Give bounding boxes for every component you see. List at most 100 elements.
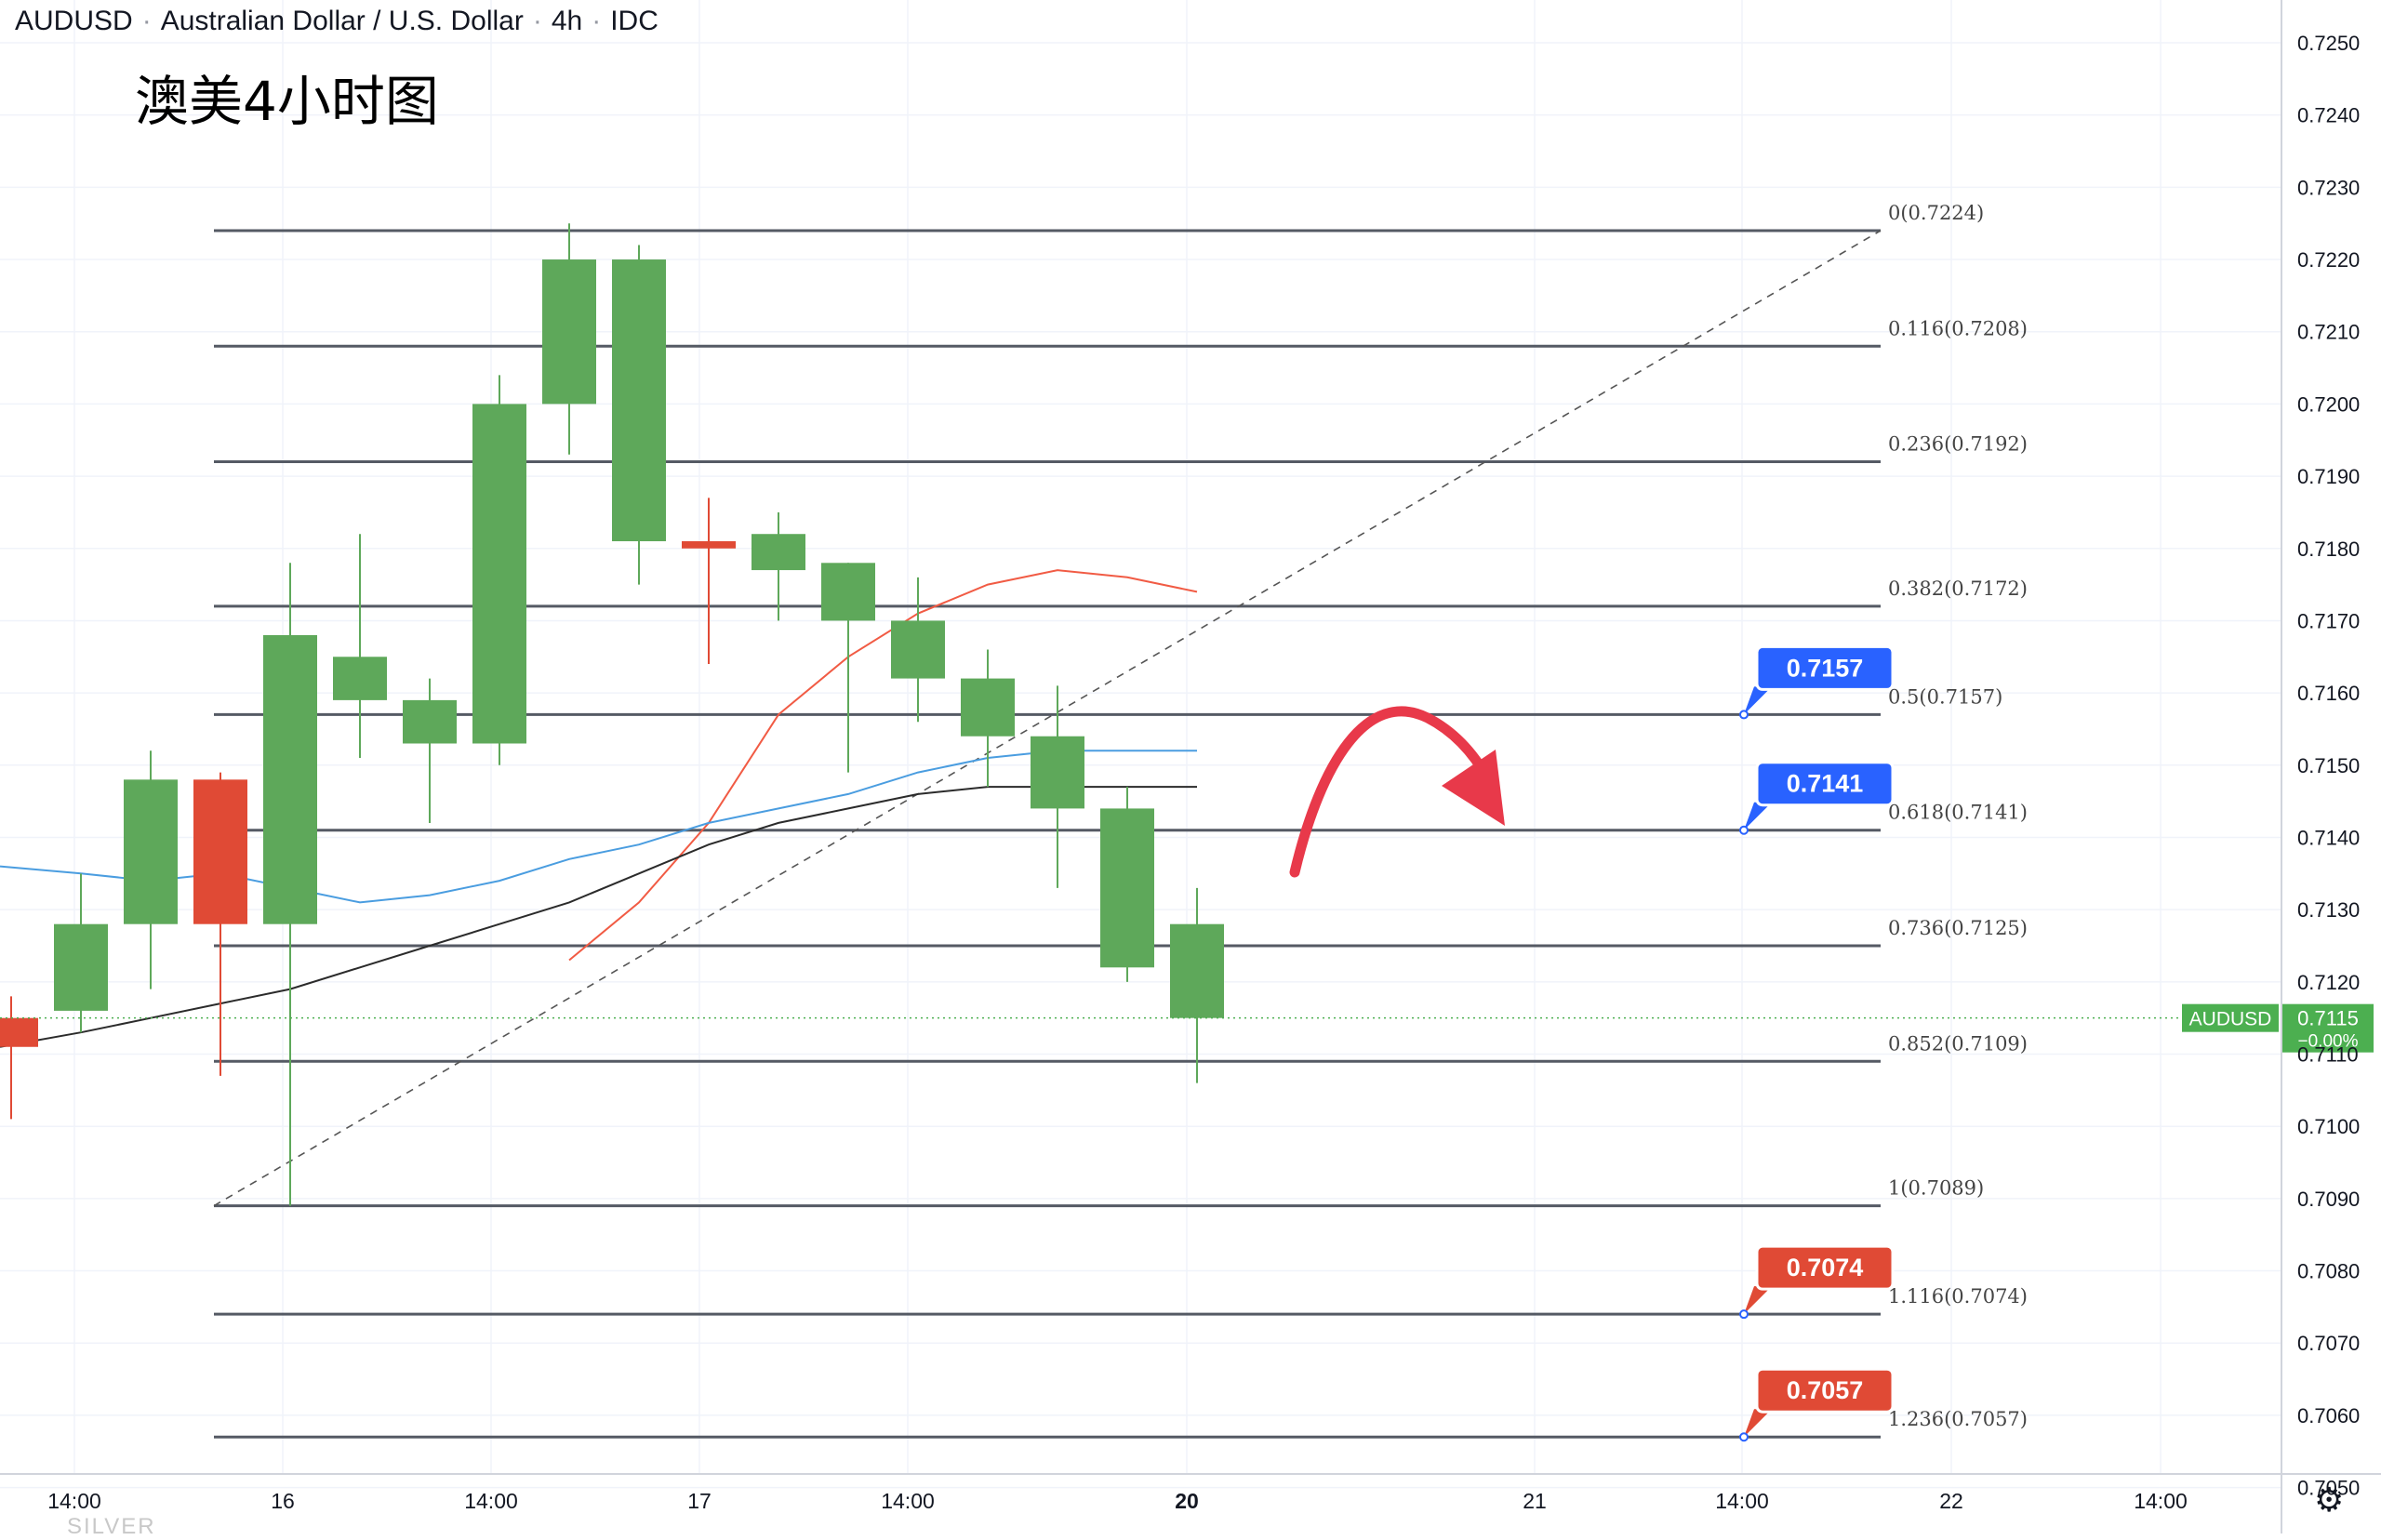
x-tick-label: 17	[687, 1489, 712, 1513]
moving-average-line	[568, 569, 1198, 962]
y-tick-label: 0.7240	[2297, 104, 2360, 127]
curved-arrow-icon	[1289, 706, 1494, 878]
fib-level-label: 1(0.7089)	[1888, 1177, 1984, 1200]
data-source: IDC	[610, 6, 658, 36]
candle-body	[1100, 808, 1154, 968]
y-tick-label: 0.7170	[2297, 609, 2360, 632]
candle-body	[682, 540, 736, 549]
x-tick-label: 21	[1523, 1489, 1547, 1513]
callout-anchor	[1739, 710, 1749, 720]
candle-body	[193, 779, 247, 924]
y-tick-label: 0.7190	[2297, 465, 2360, 488]
fibonacci-levels: 0(0.7224) 0.116(0.7208) 0.236(0.7192) 0.382…	[213, 202, 2028, 1439]
candle-body	[612, 259, 666, 541]
fib-level-label: 1.116(0.7074)	[1888, 1285, 2028, 1308]
price-callout-label: 0.7141	[1787, 770, 1864, 798]
fib-level-label: 0.236(0.7192)	[1888, 433, 2028, 456]
y-tick-label: 0.7250	[2297, 32, 2360, 55]
price-callout-label: 0.7057	[1787, 1376, 1864, 1404]
moving-average-line	[0, 750, 1197, 904]
last-price-change: −0.00%	[2298, 1032, 2359, 1052]
y-tick-label: 0.7090	[2297, 1188, 2360, 1211]
moving-averages	[0, 569, 1198, 1048]
instrument-name: Australian Dollar / U.S. Dollar	[160, 6, 524, 36]
y-tick-label: 0.7050	[2297, 1477, 2360, 1500]
price-callout-label: 0.7157	[1787, 654, 1864, 682]
candle-body	[263, 634, 317, 924]
y-tick-label: 0.7180	[2297, 538, 2360, 561]
symbol-tag-label: AUDUSD	[2189, 1009, 2272, 1030]
fib-level-label: 0.852(0.7109)	[1888, 1032, 2028, 1055]
y-tick-label: 0.7200	[2297, 392, 2360, 416]
candle-body	[0, 1017, 38, 1047]
x-tick-label: 20	[1175, 1489, 1199, 1513]
y-tick-label: 0.7120	[2297, 971, 2360, 994]
fib-level-label: 0.116(0.7208)	[1888, 317, 2028, 339]
candle-body	[752, 534, 805, 571]
callout-anchor	[1739, 1432, 1749, 1442]
y-tick-label: 0.7060	[2297, 1404, 2360, 1427]
candle-body	[821, 563, 875, 621]
fib-level-label: 0.5(0.7157)	[1888, 685, 2002, 708]
y-tick-label: 0.7220	[2297, 248, 2360, 272]
y-tick-label: 0.7100	[2297, 1115, 2360, 1138]
x-tick-label: 14:00	[1715, 1489, 1769, 1513]
timeframe: 4h	[551, 6, 583, 36]
price-callout	[1755, 761, 1895, 807]
y-tick-label: 0.7070	[2297, 1332, 2360, 1355]
y-tick-label: 0.7130	[2297, 898, 2360, 922]
price-callout	[1755, 1244, 1895, 1291]
fib-level-label: 1.236(0.7057)	[1888, 1408, 2028, 1430]
y-tick-label: 0.7140	[2297, 826, 2360, 849]
last-price-value: 0.7115	[2297, 1007, 2359, 1030]
y-tick-label: 0.7080	[2297, 1260, 2360, 1283]
callout-pointer	[1744, 686, 1772, 715]
y-tick-label: 0.7230	[2297, 176, 2360, 199]
callout-pointer	[1744, 802, 1772, 830]
candle-body	[54, 923, 108, 1011]
gear-icon[interactable]: ⚙	[2314, 1480, 2345, 1519]
fib-level-label: 0(0.7224)	[1888, 202, 1984, 224]
moving-average-line	[0, 786, 1197, 1048]
candle-body	[472, 404, 526, 744]
watermark: SILVER	[67, 1514, 156, 1539]
last-price-badge	[2282, 1003, 2374, 1053]
candle-body	[124, 779, 178, 924]
fib-level-label: 0.618(0.7141)	[1888, 802, 2028, 824]
candle-body	[333, 657, 387, 700]
y-tick-label: 0.7150	[2297, 754, 2360, 777]
x-tick-label: 16	[271, 1489, 295, 1513]
annotation-title: 澳美4小时图	[135, 70, 439, 133]
callout-pointer	[1744, 1286, 1772, 1315]
price-callout	[1755, 1367, 1895, 1414]
candle-body	[1170, 923, 1224, 1018]
symbol: AUDUSD	[15, 6, 133, 36]
price-callout	[1755, 644, 1895, 691]
fib-level-label: 0.736(0.7125)	[1888, 917, 2028, 939]
symbol-tag	[2182, 1003, 2279, 1032]
x-tick-label: 14:00	[464, 1489, 518, 1513]
price-callout-label: 0.7074	[1787, 1254, 1864, 1281]
y-tick-label: 0.7160	[2297, 682, 2360, 705]
callout-pointer	[1744, 1409, 1772, 1438]
x-tick-label: 14:00	[47, 1489, 101, 1513]
candle-body	[542, 259, 596, 405]
arrowhead-icon	[1442, 750, 1505, 826]
x-tick-label: 14:00	[881, 1489, 935, 1513]
candle-body	[891, 620, 945, 679]
y-tick-label: 0.7210	[2297, 321, 2360, 344]
candle-body	[403, 699, 457, 744]
callout-anchor	[1739, 1309, 1749, 1320]
fib-level-label: 0.382(0.7172)	[1888, 578, 2028, 600]
x-tick-label: 14:00	[2134, 1489, 2188, 1513]
candle-body	[961, 678, 1015, 737]
callout-anchor	[1739, 825, 1749, 835]
candles	[0, 223, 1224, 1206]
fib-trend-line	[213, 230, 1882, 1207]
x-tick-label: 22	[1939, 1489, 1963, 1513]
chart-header: AUDUSD · Australian Dollar / U.S. Dollar · 4…	[15, 6, 658, 36]
annotations: AUDUSD 0.7115−0.00% 0.7157 0.7141 0.7074 0.70…	[0, 644, 2374, 1442]
y-tick-label: 0.7110	[2297, 1043, 2359, 1067]
